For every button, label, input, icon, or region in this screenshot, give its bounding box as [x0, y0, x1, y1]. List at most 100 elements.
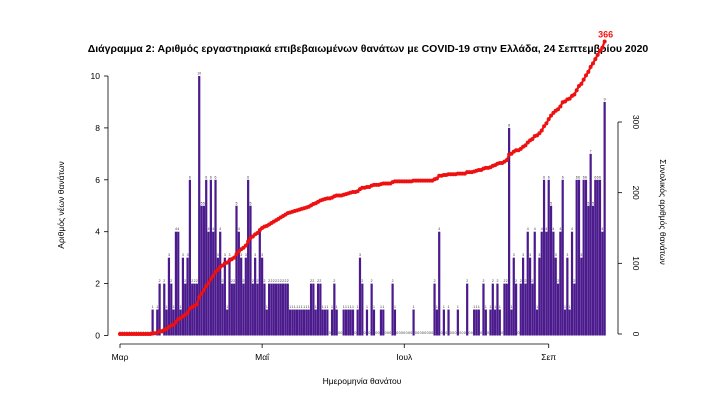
bar-value-label: 0 [378, 331, 380, 335]
bar [391, 283, 394, 336]
bar [475, 309, 478, 336]
bar-value-label: 6 [583, 175, 585, 179]
bar-value-label: 1 [443, 305, 445, 309]
cumulative-point [593, 57, 598, 62]
cumulative-point [243, 243, 248, 248]
bar [319, 283, 322, 336]
bar [254, 257, 257, 336]
bar-value-label: 3 [261, 253, 263, 257]
bar [223, 257, 226, 336]
bar-value-label: 3 [513, 253, 515, 257]
bar-value-label: 0 [464, 331, 466, 335]
bar [309, 283, 313, 336]
bar [594, 179, 597, 336]
bar-value-label: 2 [256, 279, 258, 283]
bar [524, 283, 527, 336]
x-tick-label: Μαΐ [255, 352, 270, 362]
bar [498, 309, 501, 336]
bar-value-label: 0 [431, 331, 433, 335]
cumulative-point [199, 291, 204, 296]
bar [570, 231, 574, 336]
bar-value-label: 2 [252, 279, 254, 283]
bar-value-label: 4 [545, 227, 547, 231]
bar-value-label: 6 [576, 175, 578, 179]
cumulative-point [602, 39, 607, 44]
bar [601, 231, 604, 336]
bar-value-label: 0 [375, 331, 377, 335]
bar [351, 309, 355, 336]
x-tick-label: Μαρ [112, 352, 129, 362]
bar-value-label: 1 [166, 305, 168, 309]
y2-tick-label: 300 [631, 115, 641, 129]
bar-value-label: 5 [550, 201, 552, 205]
bar-value-label: 6 [548, 175, 550, 179]
bar-value-label: 1 [499, 305, 501, 309]
bar-value-label: 2 [310, 279, 312, 283]
bar [542, 179, 546, 336]
bar [335, 309, 338, 336]
bar-value-label: 2 [280, 279, 282, 283]
cumulative-point [206, 281, 211, 286]
bar-value-label: 6 [189, 175, 191, 179]
bar-value-label: 1 [352, 305, 354, 309]
bar [165, 309, 168, 336]
bar [584, 179, 588, 336]
bar [568, 309, 571, 336]
bar [172, 309, 175, 336]
bar [212, 231, 215, 336]
bar-value-label: 0 [385, 331, 387, 335]
bar [228, 257, 231, 336]
bar-value-label: 6 [210, 175, 212, 179]
bar-value-label: 1 [413, 305, 415, 309]
bar [596, 179, 599, 336]
cumulative-point [579, 81, 584, 86]
bar-value-label: 2 [159, 279, 161, 283]
bar-value-label: 3 [538, 253, 540, 257]
bar [344, 309, 348, 336]
bar [466, 283, 469, 336]
bar [456, 309, 459, 336]
bar [151, 309, 154, 336]
bar [191, 283, 194, 336]
bar [347, 309, 350, 336]
bar [333, 283, 336, 336]
bar [521, 257, 525, 336]
y2-tick-label: 0 [631, 332, 641, 337]
bar [307, 309, 310, 336]
cumulative-point [232, 255, 237, 260]
cumulative-point [549, 113, 554, 118]
y2-tick-label: 200 [631, 186, 641, 200]
bar-value-label: 4 [438, 227, 440, 231]
x-axis-label: Ημερομηνία θανάτου [323, 376, 402, 386]
bar-value-label: 2 [434, 279, 436, 283]
bar [496, 283, 499, 336]
bar-value-label: 5 [236, 201, 238, 205]
bar-value-label: 1 [448, 305, 450, 309]
bar [528, 257, 532, 336]
cumulative-point [572, 92, 577, 97]
bar-value-label: 5 [592, 201, 594, 205]
bar [244, 257, 247, 336]
bar [170, 283, 173, 336]
bar-value-label: 0 [450, 331, 452, 335]
bar-value-label: 2 [231, 279, 233, 283]
bar [186, 257, 189, 336]
bar-value-label: 1 [180, 305, 182, 309]
bar [184, 283, 187, 336]
cumulative-point [215, 267, 220, 272]
y-tick-label: 2 [95, 279, 100, 289]
bar [314, 309, 317, 336]
bar [563, 309, 567, 336]
bar [370, 283, 373, 336]
bar-value-label: 1 [336, 305, 338, 309]
bar-value-label: 2 [163, 279, 165, 283]
bar-value-label: 1 [305, 305, 307, 309]
bar-value-label: 4 [177, 227, 179, 231]
bar-value-label: 0 [399, 331, 401, 335]
bar [205, 179, 208, 336]
bar-value-label: 3 [229, 253, 231, 257]
bar [491, 283, 494, 336]
bar-value-label: 0 [415, 331, 417, 335]
bar [382, 309, 385, 336]
bar-value-label: 2 [573, 279, 575, 283]
